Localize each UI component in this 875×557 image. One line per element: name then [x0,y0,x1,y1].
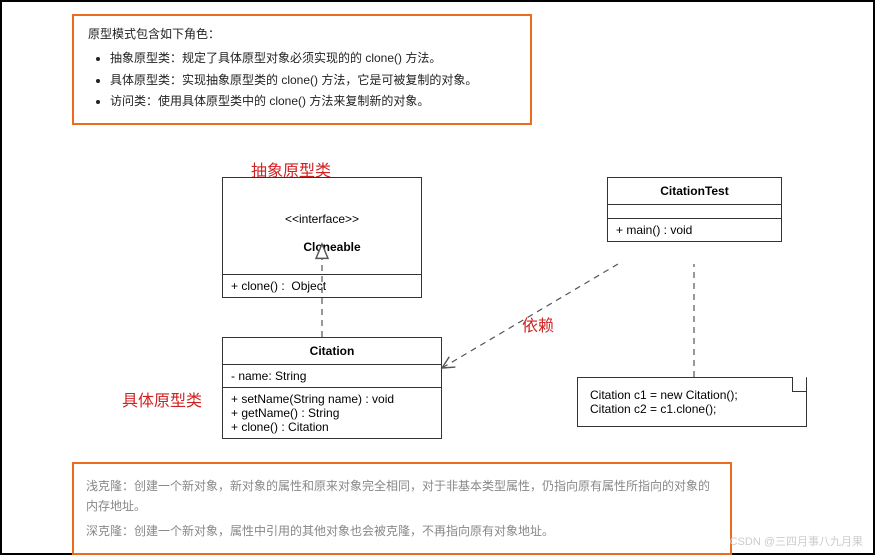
watermark-text: CSDN @三四月事八九月果 [730,533,863,549]
uml-operations: + setName(String name) : void + getName(… [223,387,441,438]
uml-class-name: Cloneable [303,240,360,254]
uml-attribute: - name: String [223,364,441,387]
roles-description-box: 原型模式包含如下角色： 抽象原型类：规定了具体原型对象必须实现的的 clone(… [72,14,532,125]
roles-title: 原型模式包含如下角色： [88,24,516,44]
uml-note-code: Citation c1 = new Citation(); Citation c… [577,377,807,427]
roles-item: 访问类：使用具体原型类中的 clone() 方法来复制新的对象。 [110,91,516,111]
roles-list: 抽象原型类：规定了具体原型对象必须实现的的 clone() 方法。 具体原型类：… [88,48,516,111]
clone-notes-box: 浅克隆：创建一个新对象，新对象的属性和原来对象完全相同，对于非基本类型属性，仍指… [72,462,732,555]
uml-class-name: CitationTest [660,184,728,198]
uml-operation: + clone() : Object [223,274,421,297]
label-dependency: 依赖 [522,312,554,336]
label-concrete-prototype: 具体原型类 [122,387,202,411]
diagram-canvas: 原型模式包含如下角色： 抽象原型类：规定了具体原型对象必须实现的的 clone(… [0,0,875,555]
uml-citation: Citation - name: String + setName(String… [222,337,442,439]
uml-cloneable: <<interface>> Cloneable + clone() : Obje… [222,177,422,298]
roles-item: 具体原型类：实现抽象原型类的 clone() 方法，它是可被复制的对象。 [110,70,516,90]
roles-item: 抽象原型类：规定了具体原型对象必须实现的的 clone() 方法。 [110,48,516,68]
uml-class-name: Citation [310,344,355,358]
uml-operation: + main() : void [608,218,781,241]
uml-attributes-empty [608,204,781,218]
uml-stereotype: <<interface>> [231,212,413,226]
uml-citationtest: CitationTest + main() : void [607,177,782,242]
deep-clone-text: 深克隆：创建一个新对象，属性中引用的其他对象也会被克隆，不再指向原有对象地址。 [86,521,718,541]
shallow-clone-text: 浅克隆：创建一个新对象，新对象的属性和原来对象完全相同，对于非基本类型属性，仍指… [86,476,718,517]
